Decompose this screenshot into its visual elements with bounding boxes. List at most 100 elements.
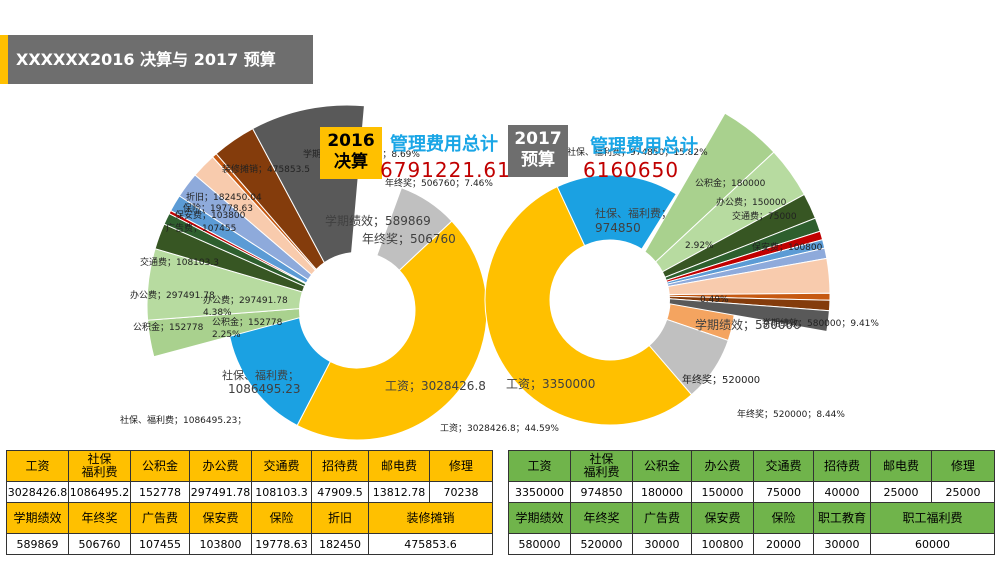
- total-2017-label: 管理费用总计: [590, 136, 698, 157]
- table-2017-v2-0: 580000: [508, 533, 571, 555]
- chart-2016-label-bonus-pct: 年终奖；506760；7.46%: [385, 177, 493, 189]
- table-2016-v2-3: 103800: [189, 533, 252, 555]
- table-2016-v1-0: 3028426.8: [6, 481, 69, 503]
- table-2016-h1-7: 修理: [429, 450, 493, 482]
- table-2017: 工资 社保 福利费 公积金 办公费 交通费 招待费 邮电费 修理 3350000…: [508, 450, 995, 555]
- chart-2016-label-wage: 工资；3028426.8: [385, 379, 486, 393]
- table-2017-h2-1: 年终奖: [570, 502, 633, 534]
- chart-2016-label-welfare-a: 社保、福利费；: [222, 368, 299, 382]
- table-2017-h1-3: 办公费: [691, 450, 754, 482]
- table-2016-v2-4: 19778.63: [251, 533, 312, 555]
- chart-2017-label-bonus-outer: 年终奖；520000；8.44%: [737, 408, 845, 420]
- chart-2016-label-insurance: 保险；19778.63: [183, 202, 253, 214]
- table-2016-h1-4: 交通费: [251, 450, 312, 482]
- chart-2017-label-perf: 学期绩效；580000: [695, 317, 801, 332]
- table-2017-v2-2: 30000: [632, 533, 692, 555]
- chart-2017-label-office: 办公费；150000: [716, 196, 787, 208]
- table-2016-v1-7: 70238: [429, 481, 493, 503]
- year-2017-label: 2017: [514, 129, 562, 149]
- chart-2016-label-bonus: 年终奖；506760: [362, 231, 456, 246]
- chart-2017-label-fund-pct: 2.92%: [685, 241, 714, 251]
- chart-2016-hole: [299, 252, 415, 368]
- table-2016-v1-5: 47909.5: [311, 481, 369, 503]
- table-2017-h2-6: 职工福利费: [870, 502, 995, 534]
- table-2016-value-row-1: 3028426.8 1086495.2 152778 297491.78 108…: [6, 481, 493, 503]
- chart-2016-label-office-outer: 办公费；297491.78: [130, 289, 215, 301]
- table-2016-value-row-2: 589869 506760 107455 103800 19778.63 182…: [6, 533, 493, 555]
- chart-2017-label-bonus: 年终奖；520000: [682, 373, 760, 386]
- table-2017-v1-5: 40000: [813, 481, 871, 503]
- table-2017-h1-4: 交通费: [753, 450, 814, 482]
- table-2017-v1-1: 974850: [570, 481, 633, 503]
- title-accent: [0, 35, 8, 84]
- chart-2017-label-welfare-a: 社保、福利费；: [595, 206, 672, 220]
- chart-2017-label-wage: 工资；3350000: [506, 377, 595, 391]
- table-2016-v2-6: 475853.6: [368, 533, 493, 555]
- table-2017-v2-5: 30000: [813, 533, 871, 555]
- total-2016-value: 6791221.61: [380, 158, 511, 182]
- chart-2016-label-depr: 折旧；182450.04: [186, 191, 262, 203]
- table-2016-h2-2: 广告费: [130, 502, 190, 534]
- chart-2016-label-fund: 公积金；152778: [212, 316, 283, 328]
- chart-2016-label-office: 办公费；297491.78: [203, 294, 288, 306]
- table-2016-h2-5: 折旧: [311, 502, 369, 534]
- chart-2017-label-security: 保安费；100800: [752, 241, 823, 253]
- chart-2017-label-misc-pct: 0.49%: [700, 295, 729, 305]
- table-2016-h1-6: 邮电费: [368, 450, 430, 482]
- chart-2016-label-reno: 装修摊销；475853.5: [222, 163, 310, 175]
- table-2017-h1-2: 公积金: [632, 450, 692, 482]
- table-2016-v1-3: 297491.78: [189, 481, 252, 503]
- table-2017-h2-2: 广告费: [632, 502, 692, 534]
- table-2016-h1-2: 公积金: [130, 450, 190, 482]
- table-2017-v1-7: 25000: [931, 481, 995, 503]
- table-2017-v1-6: 25000: [870, 481, 932, 503]
- year-2016-label: 2016: [327, 131, 375, 151]
- table-2017-v1-0: 3350000: [508, 481, 571, 503]
- total-2017-value: 6160650: [583, 158, 680, 182]
- table-2017-h2-0: 学期绩效: [508, 502, 571, 534]
- chart-2016-label-perf: 学期绩效；589869: [325, 213, 431, 228]
- chart-2016-label-fund-pct: 2.25%: [212, 330, 241, 340]
- table-2017-v1-2: 180000: [632, 481, 692, 503]
- table-2016-h1-0: 工资: [6, 450, 69, 482]
- table-2017-h1-1: 社保 福利费: [570, 450, 633, 482]
- table-2016-v2-0: 589869: [6, 533, 69, 555]
- chart-2017-label-traffic: 交通费；75000: [732, 210, 797, 222]
- table-2016-h2-4: 保险: [251, 502, 312, 534]
- table-2017-h1-0: 工资: [508, 450, 571, 482]
- table-2016-v2-5: 182450: [311, 533, 369, 555]
- table-2017-value-row-1: 3350000 974850 180000 150000 75000 40000…: [508, 481, 995, 503]
- chart-2017-slice-1: [556, 174, 677, 250]
- table-2017-v2-6: 60000: [870, 533, 995, 555]
- table-2017-value-row-2: 580000 520000 30000 100800 20000 30000 6…: [508, 533, 995, 555]
- table-2017-header-row-2: 学期绩效 年终奖 广告费 保安费 保险 职工教育 职工福利费: [508, 502, 995, 534]
- total-2016-label: 管理费用总计: [390, 134, 498, 155]
- chart-2016-label-fund-outer: 公积金；152778: [133, 321, 204, 333]
- table-2016-h2-3: 保安费: [189, 502, 252, 534]
- chart-2016-label-office-pct: 4.38%: [203, 308, 232, 318]
- table-2017-h1-6: 邮电费: [870, 450, 932, 482]
- year-2016-badge: 2016 决算: [320, 127, 382, 179]
- table-2016-v1-6: 13812.78: [368, 481, 430, 503]
- year-2017-kind: 预算: [521, 150, 555, 170]
- chart-2017-hole: [550, 240, 670, 360]
- chart-2016-label-welfare-b: 1086495.23: [228, 382, 301, 396]
- chart-2016-label-wage-outer: 工资；3028426.8；44.59%: [440, 423, 559, 434]
- table-2017-v2-4: 20000: [753, 533, 814, 555]
- table-2016-v1-2: 152778: [130, 481, 190, 503]
- table-2017-h2-4: 保险: [753, 502, 814, 534]
- table-2016-v2-2: 107455: [130, 533, 190, 555]
- table-2017-v2-3: 100800: [691, 533, 754, 555]
- table-2017-v1-3: 150000: [691, 481, 754, 503]
- table-2016-h2-6: 装修摊销: [368, 502, 493, 534]
- table-2016-h2-0: 学期绩效: [6, 502, 69, 534]
- chart-2016-label-security: 保安费；103800: [175, 209, 246, 221]
- chart-2016-label-ad: 广告费；107455: [166, 222, 236, 234]
- chart-2017-label-fund: 公积金；180000: [695, 177, 766, 189]
- year-2016-kind: 决算: [334, 152, 368, 172]
- table-2017-h2-3: 保安费: [691, 502, 754, 534]
- table-2016-v1-4: 108103.3: [251, 481, 312, 503]
- chart-2017-label-welfare-b: 974850: [595, 221, 641, 235]
- table-2017-header-row-1: 工资 社保 福利费 公积金 办公费 交通费 招待费 邮电费 修理: [508, 450, 995, 482]
- table-2017-v2-1: 520000: [570, 533, 633, 555]
